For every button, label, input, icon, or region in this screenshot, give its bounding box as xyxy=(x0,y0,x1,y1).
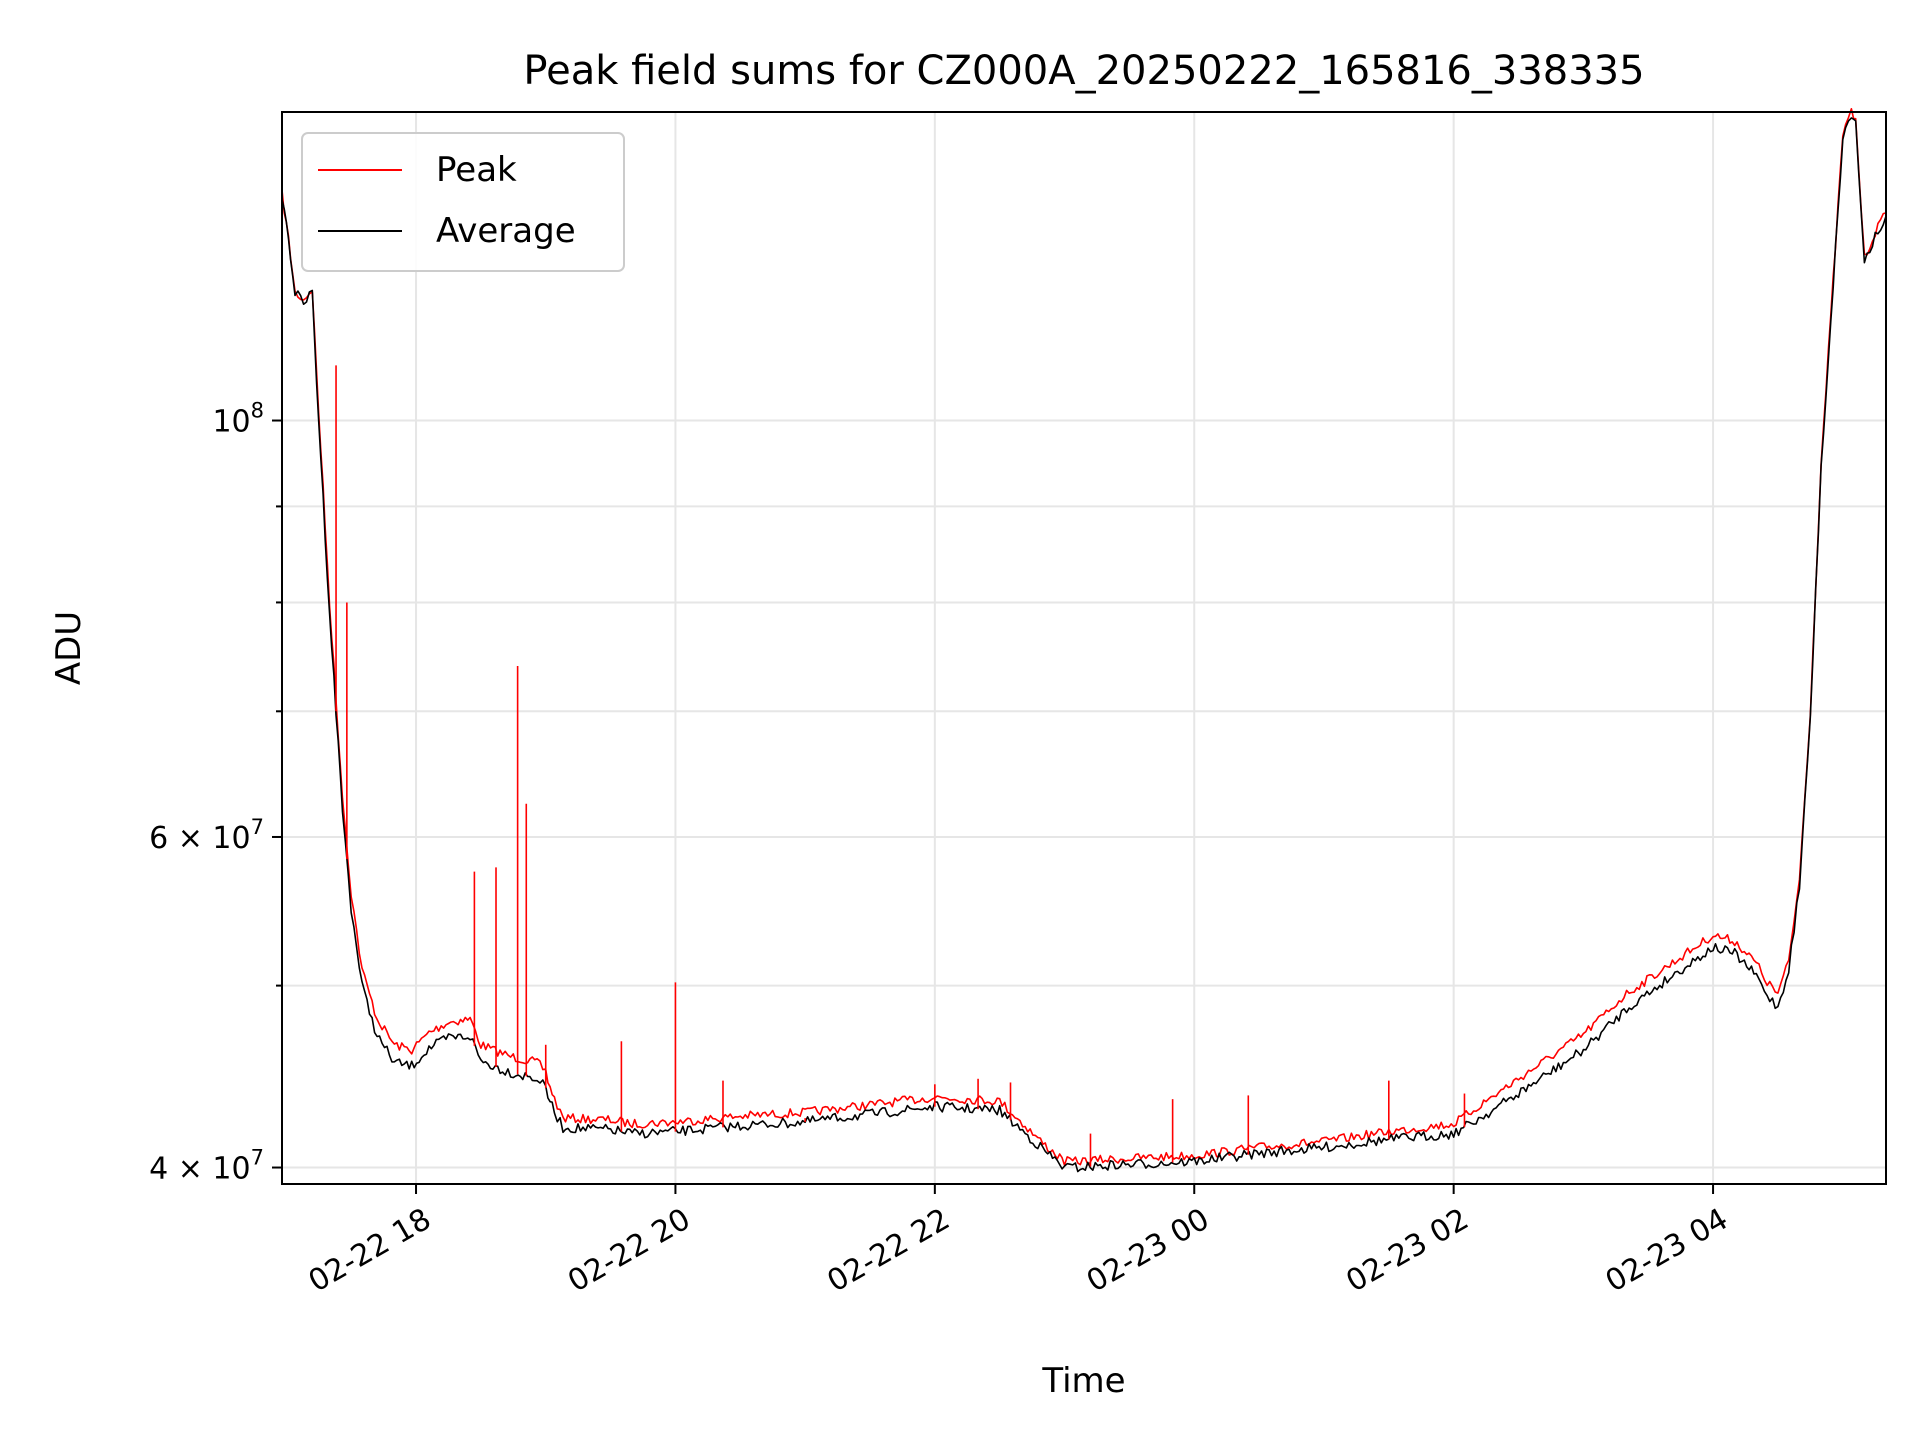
x-axis-label: Time xyxy=(1041,1361,1125,1401)
legend-label-peak: Peak xyxy=(436,150,517,190)
axes-frame xyxy=(281,111,1887,1185)
y-tick-label: 4 × 107 xyxy=(149,1146,264,1187)
legend-box xyxy=(301,132,625,272)
peak-series-line xyxy=(281,108,1887,1166)
average-series-line xyxy=(281,117,1887,1173)
plot-area xyxy=(281,108,1887,1173)
y-tick-label: 6 × 107 xyxy=(149,815,264,856)
grid xyxy=(282,112,1886,1184)
y-axis: 108 6 × 107 4 × 107 xyxy=(149,399,282,1187)
y-tick-label: 108 xyxy=(212,399,264,440)
legend-label-average: Average xyxy=(436,211,576,251)
legend: Peak Average xyxy=(301,132,625,272)
y-axis-label: ADU xyxy=(49,611,89,685)
chart-title: Peak field sums for CZ000A_20250222_1658… xyxy=(523,48,1644,94)
